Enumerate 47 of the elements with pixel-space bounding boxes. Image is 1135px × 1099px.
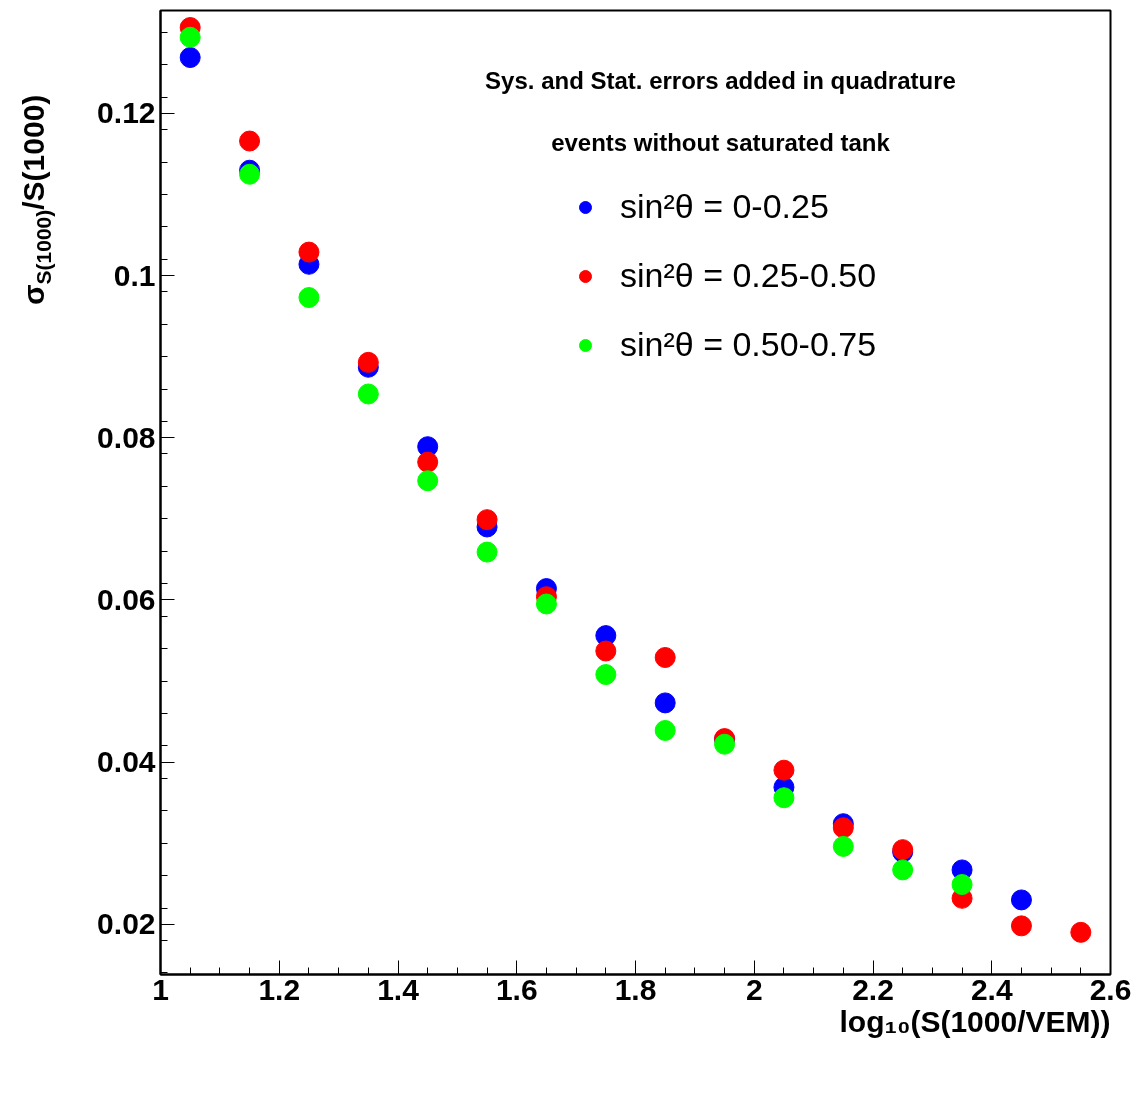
point [654,719,676,741]
x-tick-label: 2.4 [970,972,1013,1006]
point [892,859,914,881]
annotation: events without saturated tank [551,129,891,156]
y-tick-label: 0.02 [97,907,156,941]
point [773,787,795,809]
x-tick-label: 2.6 [1089,972,1132,1006]
x-tick-label: 2 [745,972,763,1006]
point [773,759,795,781]
point [417,451,439,473]
point [654,647,676,668]
legend-label: sin²θ = 0-0.25 [620,187,829,226]
y-tick-label: 0.1 [113,258,156,292]
point [595,664,617,685]
x-tick-label: 1.8 [614,972,657,1006]
point [476,541,498,563]
point [951,874,973,895]
point [714,733,736,755]
x-tick-label: 1 [152,972,169,1006]
y-tick-label: 0.12 [97,96,156,130]
point [357,351,379,373]
x-axis-title: log₁₀(S(1000/VEM)) [839,1004,1111,1038]
point [298,287,320,308]
point [1070,921,1092,943]
point [179,26,201,48]
point [832,835,854,857]
point [1010,915,1032,937]
x-tick-label: 2.2 [852,972,894,1006]
point [535,593,557,615]
y-tick-label: 0.04 [97,745,156,779]
point [1010,889,1032,911]
x-tick-label: 1.6 [495,972,538,1006]
point [417,470,439,492]
legend-label: sin²θ = 0.25-0.50 [620,256,877,295]
point [654,692,676,714]
point [239,130,261,152]
y-tick-label: 0.08 [97,420,156,454]
x-tick-label: 1.4 [377,972,420,1006]
legend-label: sin²θ = 0.50-0.75 [620,325,877,364]
point [298,241,320,263]
point [595,640,617,662]
point [357,383,379,405]
y-tick-label: 0.06 [97,582,156,616]
point [179,47,201,68]
x-tick-label: 1.2 [258,972,301,1006]
point [476,509,498,531]
annotation: Sys. and Stat. errors added in quadrature [485,67,956,94]
